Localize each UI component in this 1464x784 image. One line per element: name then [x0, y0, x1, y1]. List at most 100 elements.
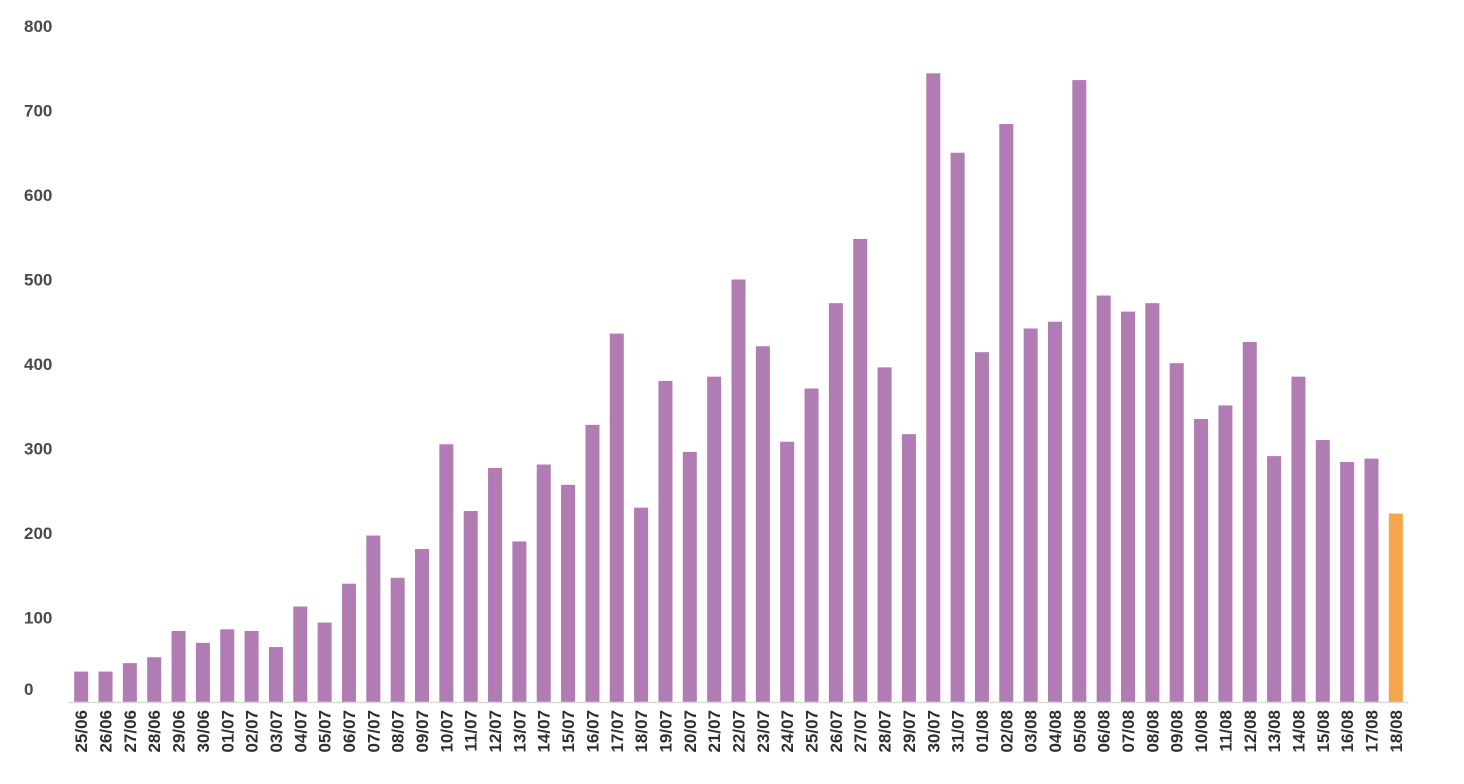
x-tick-label: 04/08	[1046, 710, 1065, 753]
bar	[1169, 363, 1184, 702]
y-tick-label: 400	[24, 355, 52, 374]
x-tick-label: 03/07	[267, 710, 286, 753]
x-tick-label: 30/06	[194, 710, 213, 753]
x-tick-label: 18/07	[632, 710, 651, 753]
bar	[463, 511, 478, 702]
x-tick-label: 09/08	[1168, 710, 1187, 753]
x-tick-label: 11/07	[462, 710, 481, 752]
bar	[1218, 405, 1233, 702]
bar	[828, 303, 843, 702]
bar	[293, 606, 308, 702]
bar	[439, 444, 454, 702]
bar	[244, 631, 259, 702]
x-tick-label: 27/07	[851, 710, 870, 753]
bar	[512, 541, 527, 702]
bar	[731, 279, 746, 702]
x-tick-label: 14/07	[535, 710, 554, 753]
bar	[1291, 376, 1306, 702]
x-tick-label: 29/06	[170, 710, 189, 753]
x-tick-label: 25/07	[803, 710, 822, 753]
x-tick-label: 21/07	[705, 710, 724, 753]
x-tick-label: 27/06	[121, 710, 140, 753]
x-tick-label: 18/08	[1387, 710, 1406, 753]
bar	[755, 346, 770, 702]
x-tick-label: 05/07	[316, 710, 335, 753]
bar	[780, 441, 795, 702]
x-tick-label: 05/08	[1070, 710, 1089, 753]
x-tick-label: 04/07	[291, 710, 310, 753]
y-tick-label: 800	[24, 17, 52, 36]
bar	[390, 577, 405, 702]
bar	[901, 434, 916, 702]
bar	[804, 388, 819, 702]
y-tick-label: 200	[24, 524, 52, 543]
bar	[1315, 440, 1330, 702]
bar	[1023, 328, 1038, 702]
x-tick-label: 08/08	[1143, 710, 1162, 753]
x-tick-label: 13/07	[510, 710, 529, 753]
bar	[877, 367, 892, 702]
x-tick-label: 06/07	[340, 710, 359, 753]
bar	[585, 424, 600, 702]
x-tick-label: 17/07	[608, 710, 627, 753]
x-tick-label: 10/08	[1192, 710, 1211, 753]
x-tick-label: 30/07	[924, 710, 943, 753]
x-tick-label: 16/08	[1338, 710, 1357, 753]
y-axis-ticks: 0 100 200 300 400 500 600 700 800	[24, 17, 52, 699]
bar	[1145, 303, 1160, 702]
y-tick-label: 0	[24, 680, 33, 699]
bar	[1047, 321, 1062, 702]
x-tick-label: 28/07	[876, 710, 895, 753]
x-tick-label: 10/07	[437, 710, 456, 753]
x-tick-label: 03/08	[1022, 710, 1041, 753]
bar	[1242, 342, 1257, 702]
x-tick-label: 07/07	[364, 710, 383, 753]
bar	[98, 671, 113, 702]
bar	[74, 671, 89, 702]
bar	[1121, 311, 1136, 702]
x-tick-label: 01/07	[218, 710, 237, 753]
x-tick-label: 25/06	[72, 710, 91, 753]
bar	[1072, 80, 1087, 702]
x-tick-label: 11/08	[1216, 710, 1235, 752]
x-tick-label: 20/07	[681, 710, 700, 753]
bar	[682, 451, 697, 702]
bar	[415, 549, 430, 702]
bar	[1194, 418, 1209, 702]
x-tick-label: 13/08	[1265, 710, 1284, 753]
x-tick-label: 16/07	[583, 710, 602, 753]
x-tick-label: 23/07	[754, 710, 773, 753]
bar	[317, 622, 332, 702]
x-tick-label: 29/07	[900, 710, 919, 753]
bar	[536, 464, 551, 702]
bar	[341, 583, 356, 702]
x-tick-label: 02/07	[243, 710, 262, 753]
x-tick-label: 06/08	[1095, 710, 1114, 753]
y-tick-label: 500	[24, 271, 52, 290]
bar	[268, 647, 283, 702]
x-tick-label: 08/07	[389, 710, 408, 753]
x-tick-label: 15/07	[559, 710, 578, 753]
x-axis-ticks: 25/06 26/06 27/06 28/06 29/06 30/06 01/07 02/07…	[72, 710, 1406, 753]
bar	[1096, 295, 1111, 702]
x-tick-label: 01/08	[973, 710, 992, 753]
x-tick-label: 12/07	[486, 710, 505, 753]
x-tick-label: 14/08	[1289, 710, 1308, 753]
bar	[147, 657, 162, 702]
bar	[195, 642, 210, 702]
y-tick-label: 100	[24, 609, 52, 628]
bar	[366, 535, 381, 702]
bar	[171, 631, 186, 702]
bar	[122, 663, 137, 702]
x-tick-label: 02/08	[997, 710, 1016, 753]
bar	[1388, 513, 1403, 702]
bars	[74, 73, 1403, 702]
bar	[999, 124, 1014, 702]
x-tick-label: 26/06	[97, 710, 116, 753]
x-tick-label: 12/08	[1241, 710, 1260, 753]
bar	[926, 73, 941, 702]
y-tick-label: 300	[24, 440, 52, 459]
x-tick-label: 24/07	[778, 710, 797, 753]
